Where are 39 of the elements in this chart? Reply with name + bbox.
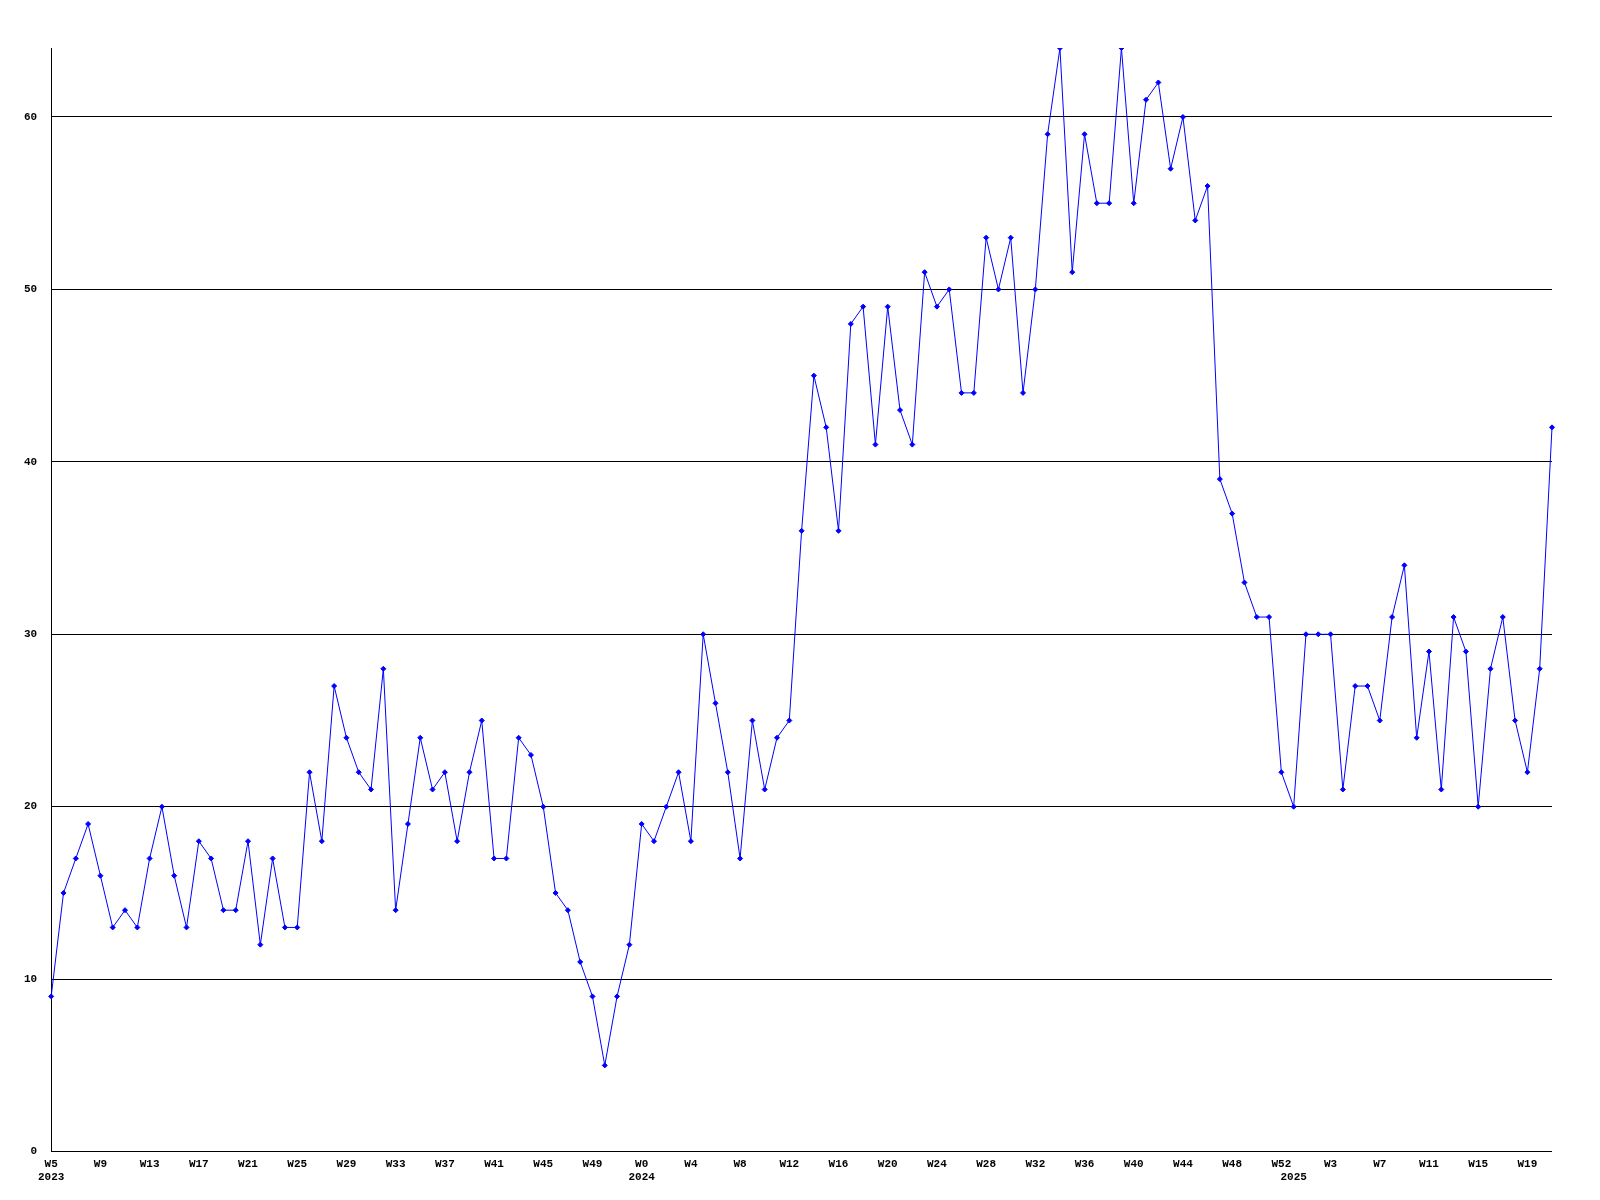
x-tick-label: W16 (828, 1157, 849, 1170)
x-tick-label: W19 (1517, 1157, 1538, 1170)
x-tick-label: W13 (139, 1157, 160, 1170)
x-tick-label: W44 (1173, 1157, 1194, 1170)
x-tick-label: W29 (336, 1157, 357, 1170)
x-tick-label: W17 (188, 1157, 209, 1170)
x-tick-label: W5 2023 (38, 1157, 65, 1184)
y-tick-label: 10 (24, 972, 38, 985)
x-tick-label: W45 (533, 1157, 554, 1170)
x-tick-label: W11 (1419, 1157, 1440, 1170)
x-tick-label: W40 (1123, 1157, 1144, 1170)
x-tick-label: W20 (877, 1157, 898, 1170)
x-tick-label: W12 (779, 1157, 800, 1170)
y-tick-label: 20 (24, 800, 38, 813)
x-tick-label: W36 (1074, 1157, 1095, 1170)
x-tick-label: W0 2024 (628, 1157, 656, 1184)
x-tick-label: W7 (1373, 1157, 1387, 1170)
y-tick-label: 50 (24, 283, 38, 296)
x-tick-label: W3 (1323, 1157, 1338, 1170)
x-tick-label: W15 (1468, 1157, 1489, 1170)
y-tick-label: 40 (24, 455, 38, 468)
x-tick-label: W24 (927, 1157, 948, 1170)
x-tick-label: 2025 (1280, 1171, 1308, 1184)
y-tick-label: 0 (30, 1145, 38, 1158)
x-tick-label: W37 (434, 1157, 455, 1170)
y-tick-label: 60 (24, 110, 38, 123)
x-tick-label: W41 (484, 1157, 505, 1170)
y-tick-label: 30 (24, 628, 38, 641)
x-tick-label: W32 (1025, 1157, 1046, 1170)
x-tick-label: W49 (582, 1157, 603, 1170)
x-tick-label: W28 (976, 1157, 997, 1170)
x-tick-label: W9 (93, 1157, 108, 1170)
x-tick-label: W48 (1222, 1157, 1243, 1170)
x-tick-label: W21 (238, 1157, 259, 1170)
x-tick-label: W52 (1271, 1157, 1292, 1170)
x-tick-label: W25 (287, 1157, 308, 1170)
x-tick-label: W33 (385, 1157, 406, 1170)
x-tick-label: W4 (684, 1157, 698, 1170)
x-tick-label: W8 (733, 1157, 748, 1170)
